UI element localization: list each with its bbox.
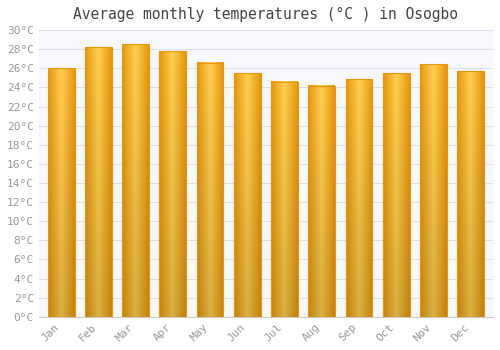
Bar	[122, 44, 149, 317]
Bar	[234, 73, 260, 317]
Bar	[196, 63, 224, 317]
Bar	[458, 71, 484, 317]
Bar	[85, 47, 112, 317]
Bar	[308, 85, 335, 317]
Bar	[383, 73, 409, 317]
Bar	[48, 68, 74, 317]
Bar	[346, 79, 372, 317]
Bar	[420, 64, 447, 317]
Title: Average monthly temperatures (°C ) in Osogbo: Average monthly temperatures (°C ) in Os…	[74, 7, 458, 22]
Bar	[160, 51, 186, 317]
Bar	[271, 82, 298, 317]
